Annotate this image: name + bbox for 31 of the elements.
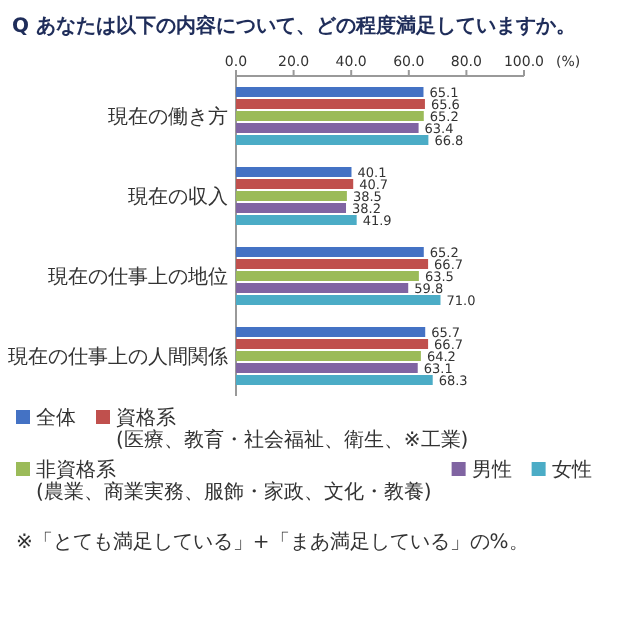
- bar: [236, 339, 429, 349]
- legend-label: 全体: [36, 406, 76, 430]
- bar: [236, 111, 424, 121]
- bar: [236, 179, 354, 189]
- bar: [236, 215, 357, 225]
- bar: [236, 363, 418, 373]
- text: ※「とても満足している」+「まあ満足している」の%。: [16, 530, 529, 554]
- y-tick-label: 現在の収入: [128, 185, 228, 209]
- bar: [236, 351, 421, 361]
- y-tick-label: 現在の働き方: [108, 105, 228, 129]
- legend-label: 資格系 (医療、教育・社会福祉、衛生、※工業): [116, 406, 469, 452]
- y-tick-label: 現在の仕事上の地位: [48, 265, 228, 289]
- legend-label: 男性: [471, 458, 512, 482]
- bar: [236, 99, 425, 109]
- bar: [236, 123, 419, 133]
- legend-label: 女性: [551, 458, 592, 482]
- legend-label: 非資格系 (農業、商業実務、服飾・家政、文化・教養): [36, 458, 432, 504]
- bar: [236, 283, 409, 293]
- bar: [236, 203, 347, 213]
- bar: [236, 87, 424, 97]
- bar: [236, 375, 433, 385]
- bar: [236, 191, 347, 201]
- y-tick-label: 現在の仕事上の人間関係: [8, 345, 228, 369]
- bar: [236, 247, 424, 257]
- bar: [236, 327, 426, 337]
- bar: [236, 167, 352, 177]
- bar: [236, 259, 429, 269]
- bar: [236, 295, 441, 305]
- bar: [236, 135, 429, 145]
- bar: [236, 271, 419, 281]
- chart-title: Q あなたは以下の内容について、どの程度満足していますか。: [12, 14, 576, 38]
